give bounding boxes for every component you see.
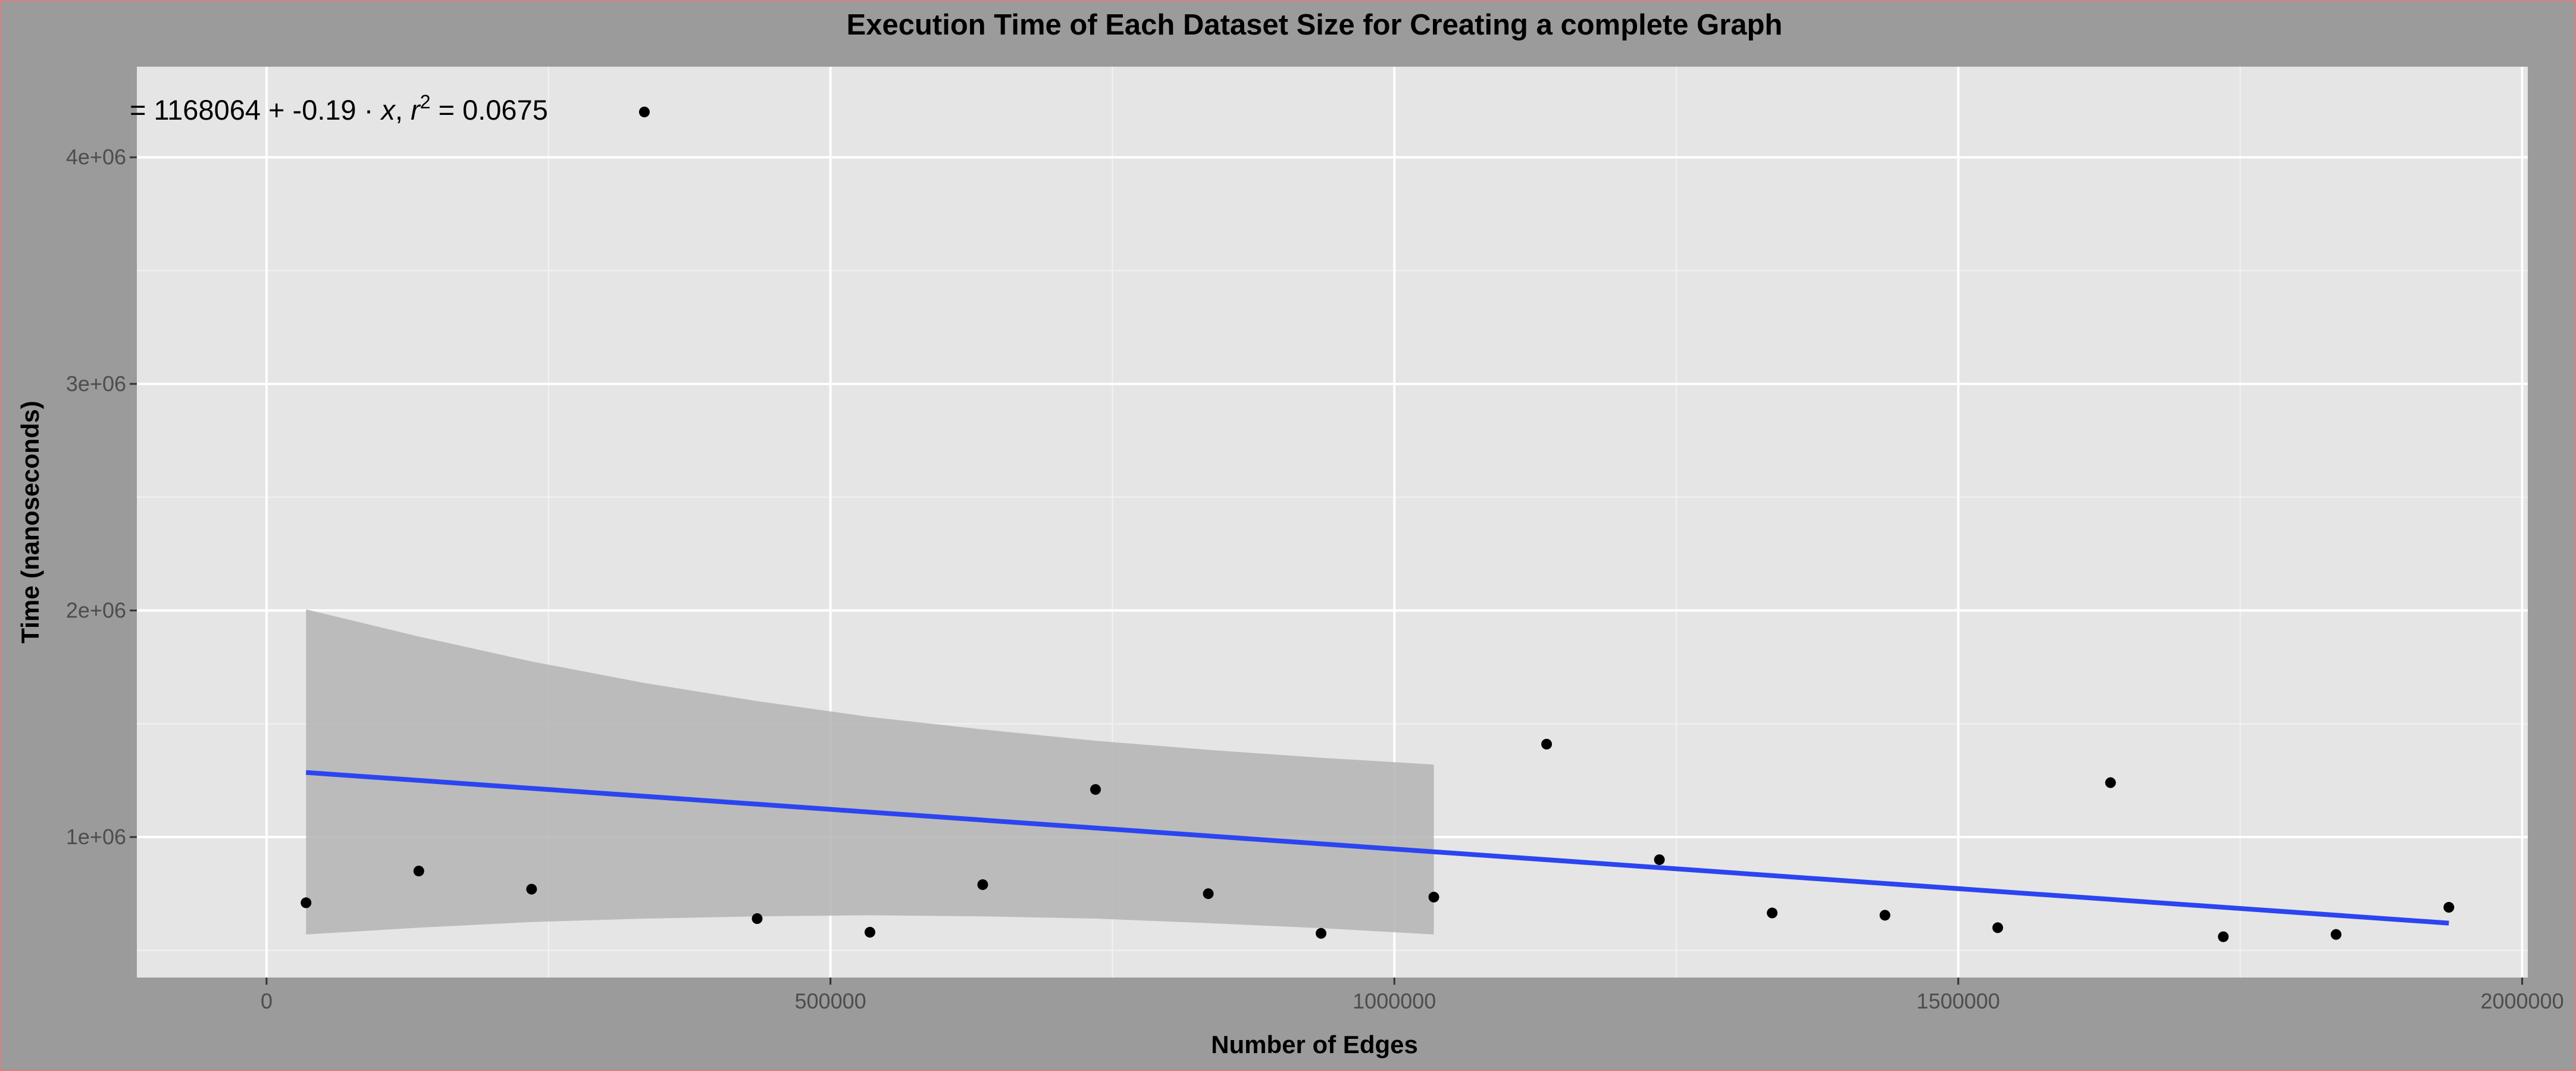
data-point: [752, 913, 763, 925]
x-tick-label: 500000: [795, 989, 866, 1013]
regression-line: [306, 770, 2449, 926]
data-points: [301, 107, 2455, 942]
data-point: [1090, 784, 1101, 795]
data-point: [977, 879, 988, 890]
x-tick-label: 2000000: [2480, 989, 2564, 1013]
axes: 0 500000 1000000 1500000 2000000 1e+06 2e+06 3e…: [66, 145, 2564, 1013]
x-tick-label: 0: [261, 989, 273, 1013]
data-point: [526, 883, 537, 895]
y-axis-title: Time (nanoseconds): [16, 401, 44, 644]
regression-equation: = 1168064 + -0.19 · x, r2 = 0.0675: [130, 91, 548, 126]
data-point: [1879, 910, 1890, 921]
x-axis-title: Number of Edges: [1211, 1031, 1418, 1058]
data-point: [1654, 854, 1665, 866]
confidence-band-layer: [306, 609, 1434, 935]
x-tick-label: 1000000: [1353, 989, 1436, 1013]
data-point: [1428, 891, 1439, 903]
data-point: [1541, 738, 1553, 750]
data-point: [1203, 888, 1214, 900]
y-tick-label: 4e+06: [66, 145, 126, 169]
chart-title: Execution Time of Each Dataset Size for …: [847, 9, 1783, 41]
y-tick-label: 1e+06: [66, 825, 126, 849]
data-point: [864, 926, 875, 938]
equation-variable: x: [380, 94, 396, 126]
fit-line-layer: [306, 770, 2449, 926]
data-point: [2218, 931, 2229, 942]
data-point: [413, 866, 424, 877]
data-point: [1767, 907, 1778, 919]
equation-value: = 0.0675: [431, 94, 548, 126]
data-point: [1992, 922, 2004, 933]
y-tick-label: 2e+06: [66, 598, 126, 622]
equation-r: r: [411, 94, 421, 126]
data-point: [301, 897, 312, 908]
y-tick-label: 3e+06: [66, 371, 126, 396]
equation-separator: ,: [395, 94, 411, 126]
data-point: [2443, 902, 2455, 913]
equation-superscript: 2: [420, 91, 431, 113]
data-point: [2330, 929, 2342, 940]
data-point: [2105, 777, 2116, 788]
confidence-band: [306, 609, 1434, 935]
data-point: [1316, 928, 1327, 939]
equation-lead: = 1168064 + -0.19 ·: [130, 94, 381, 126]
x-tick-label: 1500000: [1917, 989, 2000, 1013]
data-point: [638, 107, 650, 118]
